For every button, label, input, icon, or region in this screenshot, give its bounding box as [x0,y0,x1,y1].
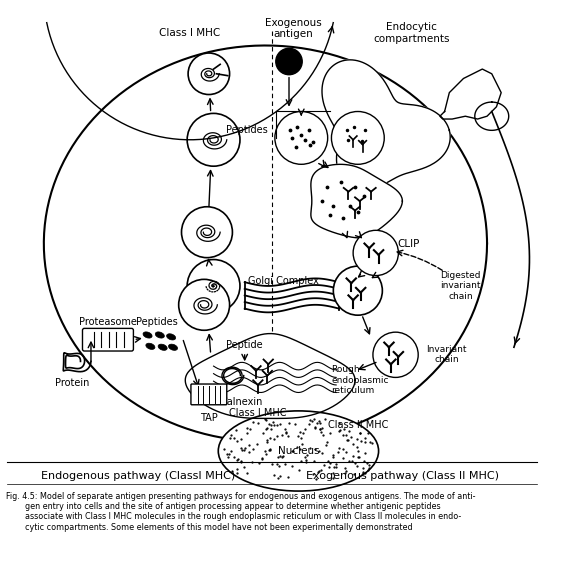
Text: Golgi Complex: Golgi Complex [248,276,319,286]
Circle shape [331,112,384,164]
Circle shape [276,48,302,75]
Circle shape [275,112,328,164]
Text: CLIP: CLIP [398,238,420,248]
Text: associate with Class I MHC molecules in the rough endoplasmic reticulum or with : associate with Class I MHC molecules in … [25,512,461,521]
Polygon shape [311,164,402,238]
Circle shape [333,266,382,315]
Polygon shape [322,60,450,190]
Text: TAP: TAP [200,413,218,423]
Text: Class I MHC: Class I MHC [160,28,220,38]
Text: Peptides: Peptides [226,126,267,135]
Text: Endogenous pathway (ClassI MHC): Endogenous pathway (ClassI MHC) [41,471,235,481]
Polygon shape [475,102,509,130]
Circle shape [373,332,418,377]
Ellipse shape [158,344,167,350]
Text: Calnexin: Calnexin [220,397,263,407]
Text: Peptides: Peptides [136,317,178,327]
Text: Class II MHC: Class II MHC [328,419,388,430]
Polygon shape [185,334,355,418]
Ellipse shape [146,343,155,350]
Circle shape [353,230,398,275]
Text: Endocytic
compartments: Endocytic compartments [373,22,450,44]
Text: Invariant
chain: Invariant chain [426,345,467,365]
Circle shape [188,53,230,94]
Polygon shape [440,69,501,119]
Ellipse shape [169,344,177,350]
Text: Exogenous
antigen: Exogenous antigen [265,18,322,39]
Text: gen entry into cells and the site of antigen processing appear to determine whet: gen entry into cells and the site of ant… [25,502,441,511]
Circle shape [181,207,232,257]
FancyBboxPatch shape [83,328,133,351]
Text: Peptide: Peptide [226,340,263,350]
Circle shape [187,113,240,166]
Text: Nucleus: Nucleus [278,446,319,456]
Circle shape [179,279,230,330]
Text: cytic compartments. Some elements of this model have not been experimentally dem: cytic compartments. Some elements of thi… [25,522,413,532]
Ellipse shape [218,411,379,491]
Text: Digested
invariant
chain: Digested invariant chain [440,271,481,301]
Circle shape [187,260,240,312]
Ellipse shape [143,332,152,338]
Text: Rough
endoplasmic
reticulum: Rough endoplasmic reticulum [331,365,389,395]
Text: Fig. 4.5: Model of separate antigen presenting pathways for endogenous and exoge: Fig. 4.5: Model of separate antigen pres… [6,491,476,501]
Ellipse shape [156,332,164,338]
Ellipse shape [166,334,176,340]
Text: Class I MHC: Class I MHC [229,408,286,418]
Text: Protein: Protein [55,378,90,388]
Text: Proteasome: Proteasome [79,317,137,327]
Text: Exogenous pathway (Class II MHC): Exogenous pathway (Class II MHC) [306,471,499,481]
FancyBboxPatch shape [191,384,227,405]
